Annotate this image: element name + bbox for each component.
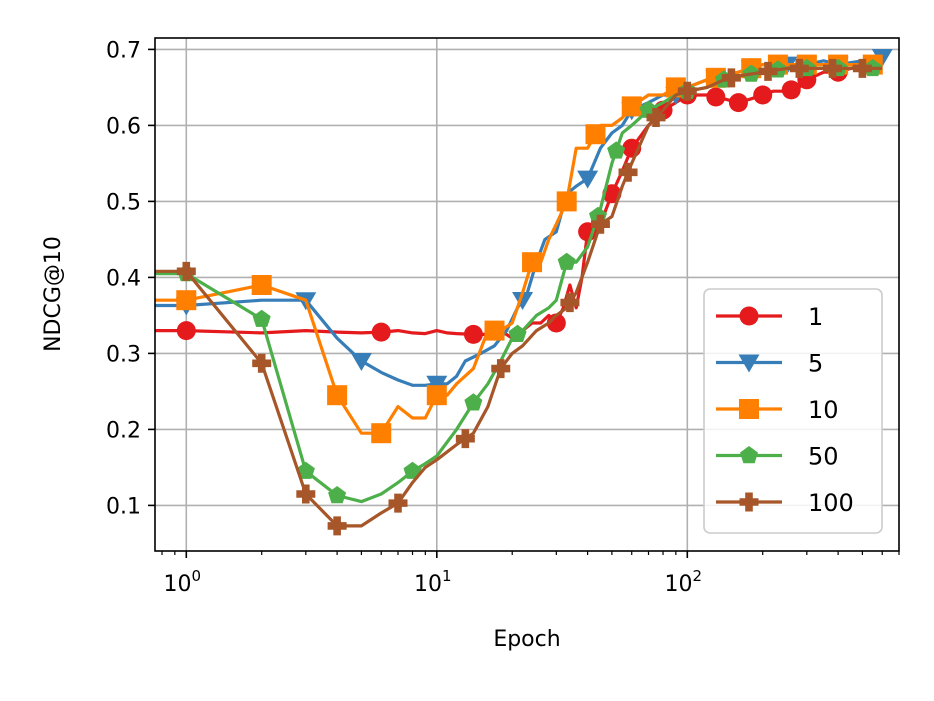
data-point (327, 385, 348, 406)
data-point (621, 96, 642, 117)
x-tick-base: 10 (164, 572, 192, 597)
x-tick-label: 101 (414, 567, 452, 597)
data-point (176, 290, 197, 311)
data-point (350, 353, 372, 371)
legend-marker (740, 446, 758, 464)
legend-marker (739, 306, 759, 326)
data-point (618, 162, 638, 182)
data-point (512, 292, 534, 311)
data-point (403, 461, 422, 479)
legend: 1 5 10 50 100 (703, 288, 883, 534)
legend-item-50: 50 (716, 443, 839, 471)
data-point (607, 141, 626, 159)
data-point (328, 486, 347, 504)
data-point (426, 385, 447, 406)
x-tick-label: 102 (665, 567, 703, 597)
legend-box (703, 288, 883, 534)
plot-frame (154, 37, 900, 552)
data-point (728, 93, 748, 113)
series-100 (155, 58, 883, 536)
x-tick-exponent: 0 (192, 567, 202, 585)
legend-marker (738, 354, 760, 373)
legend-item-100: 100 (716, 489, 854, 517)
data-point (557, 252, 576, 270)
y-tick-label: 0.6 (106, 114, 141, 139)
data-point (252, 353, 272, 373)
legend-item-5: 5 (716, 350, 823, 378)
y-tick-label: 0.7 (106, 38, 141, 63)
data-point (852, 58, 872, 78)
data-point (721, 68, 741, 88)
legend-label: 5 (808, 350, 823, 378)
gridlines (155, 38, 899, 551)
data-point (781, 80, 801, 100)
x-tick-exponent: 2 (693, 567, 703, 585)
data-point (464, 393, 483, 411)
data-point (677, 81, 697, 101)
data-point (585, 124, 606, 145)
legend-label: 100 (808, 489, 854, 517)
data-point (789, 58, 809, 78)
legend-item-10: 10 (716, 396, 839, 424)
data-point (823, 58, 843, 78)
legend-marker (739, 492, 759, 512)
data-point (556, 191, 577, 212)
data-point (371, 423, 392, 444)
x-tick-exponent: 1 (442, 567, 452, 585)
data-point (463, 324, 483, 344)
data-point (388, 493, 408, 513)
series-lines (155, 49, 893, 536)
data-point (484, 320, 505, 341)
data-point (491, 359, 511, 379)
x-tick-label: 100 (164, 567, 202, 597)
data-point (706, 87, 726, 107)
data-point (646, 108, 666, 128)
legend-item-1: 1 (716, 303, 823, 331)
y-axis-title: NDCG@10 (41, 236, 66, 352)
y-tick-label: 0.3 (106, 342, 141, 367)
data-point (577, 170, 599, 189)
x-axis-title: Epoch (493, 627, 560, 652)
x-tick-base: 10 (414, 572, 442, 597)
legend-label: 1 (808, 303, 823, 331)
y-tick-label: 0.5 (106, 190, 141, 215)
series-line (155, 62, 873, 340)
data-point (251, 275, 272, 295)
data-point (590, 214, 610, 234)
legend-label: 10 (808, 396, 839, 424)
data-point (426, 375, 448, 394)
data-point (371, 322, 391, 342)
legend-label: 50 (808, 443, 839, 471)
y-tick-label: 0.1 (106, 494, 141, 519)
y-tick-label: 0.2 (106, 418, 141, 443)
data-point (560, 293, 580, 313)
data-point (252, 309, 271, 327)
data-point (455, 429, 475, 449)
data-point (296, 484, 316, 504)
y-tick-label: 0.4 (106, 266, 141, 291)
data-point (296, 461, 315, 479)
data-point (508, 324, 527, 342)
data-point (758, 61, 778, 81)
data-point (176, 261, 196, 281)
data-point (522, 252, 543, 273)
data-point (753, 85, 773, 105)
data-point (327, 516, 347, 536)
data-point (176, 321, 196, 341)
legend-marker (739, 399, 759, 419)
x-tick-base: 10 (665, 572, 693, 597)
